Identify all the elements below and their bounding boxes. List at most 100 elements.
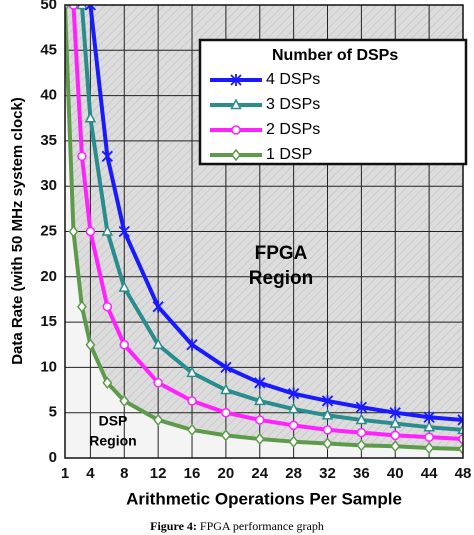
legend-label: 4 DSPs [266, 71, 320, 88]
annotation: DSP [99, 413, 128, 429]
marker [424, 441, 435, 455]
marker [254, 376, 266, 389]
series-line [88, 5, 463, 422]
y-tick-label: 45 [40, 41, 57, 58]
y-tick-label: 40 [40, 87, 57, 104]
x-tick-label: 8 [120, 465, 128, 482]
marker [220, 429, 231, 442]
x-tick-label: 48 [455, 465, 472, 482]
marker [186, 366, 198, 378]
legend-marker [231, 125, 241, 135]
x-tick-label: 16 [184, 465, 201, 482]
marker [288, 435, 299, 448]
y-tick-label: 35 [40, 132, 57, 149]
marker [458, 434, 463, 444]
marker [390, 440, 401, 453]
marker [424, 432, 434, 442]
marker [186, 338, 198, 351]
marker [254, 394, 266, 406]
marker [322, 437, 333, 450]
y-tick-label: 50 [40, 0, 57, 13]
marker [85, 338, 96, 351]
x-tick-label: 12 [150, 465, 167, 482]
marker [254, 432, 265, 446]
x-tick-label: 4 [86, 465, 95, 482]
marker [356, 439, 367, 452]
marker [457, 413, 463, 426]
x-tick-label: 20 [218, 465, 235, 482]
x-tick-label: 36 [353, 465, 370, 482]
x-tick-label: 1 [61, 465, 69, 482]
marker [77, 151, 87, 162]
legend-marker [230, 74, 242, 86]
marker [118, 281, 131, 292]
marker [101, 150, 113, 163]
marker [221, 407, 231, 418]
marker [153, 378, 163, 388]
series-line [79, 5, 463, 432]
marker [322, 425, 333, 435]
marker [321, 394, 334, 407]
marker [65, 5, 70, 12]
annotation: Region [89, 433, 136, 449]
marker [220, 383, 232, 395]
y-tick-label: 10 [40, 358, 57, 375]
marker [390, 430, 401, 441]
marker [119, 340, 130, 350]
marker [84, 5, 97, 11]
y-tick-label: 15 [40, 313, 57, 330]
marker [187, 423, 197, 437]
legend-title: Number of DSPs [272, 47, 398, 64]
legend-box [198, 38, 468, 166]
caption-text: FPGA performance graph [200, 519, 324, 533]
annotation: FPGA [255, 243, 308, 264]
legend-marker [230, 98, 242, 110]
marker [255, 415, 265, 425]
x-axis-label: Arithmetic Operations Per Sample [126, 489, 402, 508]
marker [423, 420, 435, 432]
marker [457, 423, 463, 435]
x-tick-label: 40 [387, 465, 404, 482]
marker [288, 387, 300, 400]
marker [321, 408, 334, 420]
x-tick-label: 32 [319, 465, 336, 482]
series-line [65, 5, 463, 451]
legend-label: 2 DSPs [266, 121, 320, 138]
legend-label: 1 DSP [266, 146, 312, 163]
y-tick-label: 30 [40, 177, 57, 194]
marker [84, 111, 97, 123]
marker [423, 411, 435, 424]
marker [287, 402, 300, 414]
y-axis-label: Data Rate (with 50 MHz system clock) [9, 97, 26, 365]
marker [153, 413, 164, 427]
marker [152, 338, 164, 349]
y-tick-label: 0 [49, 449, 57, 466]
marker [102, 301, 113, 312]
legend-marker [231, 148, 241, 162]
marker [85, 226, 96, 237]
marker [102, 376, 113, 390]
x-tick-label: 28 [285, 465, 302, 482]
marker [68, 225, 79, 238]
marker [118, 225, 130, 238]
x-tick-label: 44 [421, 465, 438, 482]
marker [355, 401, 368, 414]
y-tick-label: 20 [40, 268, 57, 285]
marker [68, 5, 79, 10]
marker [152, 300, 164, 313]
marker [288, 420, 299, 431]
marker [119, 394, 130, 408]
marker [458, 442, 463, 456]
marker [389, 416, 402, 428]
axes: FPGA Region DSP Region 0 5 10 15 20 25 30 35 40 45 50 1… [40, 0, 471, 482]
y-tick-label: 5 [49, 404, 57, 421]
marker [389, 406, 401, 419]
caption-label: Figure 4: [150, 519, 197, 533]
plot-frame [64, 4, 464, 459]
marker [76, 5, 88, 10]
marker [187, 396, 197, 406]
marker [101, 224, 114, 236]
series-line [71, 5, 463, 441]
marker [76, 300, 87, 313]
